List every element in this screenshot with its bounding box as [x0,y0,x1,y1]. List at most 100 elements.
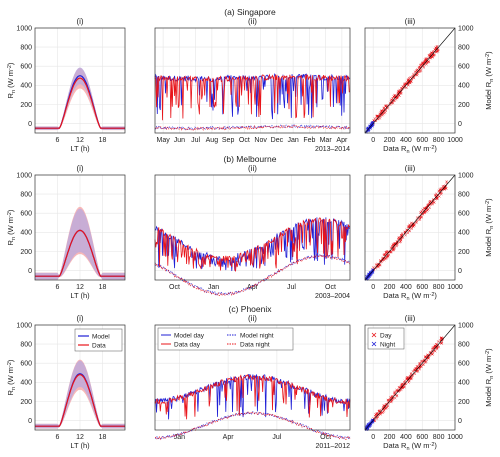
scatter-point [423,355,427,359]
scatter-point [405,80,409,84]
scatter-point [408,229,411,233]
x-tick-label: 200 [384,434,396,441]
y-tick-label: 400 [458,83,470,90]
y-tick-label: 200 [458,102,470,109]
scatter-panel: (iii)0020020040040060060080080010001000D… [364,314,495,452]
scatter-point [435,45,439,49]
label-part: R [6,239,15,245]
scatter-point [403,379,407,383]
y-tick-label: 600 [20,64,32,71]
legend-label: Data night [240,341,270,348]
label-part: Data R [383,291,407,300]
scatter-point [391,243,395,247]
scatter-point [382,404,385,407]
legend-label: Model day [174,332,205,339]
x-tick-label: 0 [371,284,375,291]
y-tick-label: 400 [20,83,32,90]
scatter-point [437,48,440,52]
x-tick-label: 12 [76,284,84,291]
label-part: n [406,149,409,155]
scatter-point [439,192,443,196]
label-part: Model R [484,81,493,110]
panel-label: (i) [76,314,83,323]
scatter-point [394,98,398,101]
label-part: Data R [383,144,407,153]
label-part: (W m [410,144,430,153]
scatter-point [371,418,374,422]
axes-frame [154,174,351,281]
label-part: (W m [6,217,15,237]
label-part: n [489,376,495,379]
x-tick-label: 400 [400,434,412,441]
scatter-point [382,410,385,413]
legend-label: Night [380,341,395,348]
y-tick-label: 600 [458,64,470,71]
model-day-line [154,73,351,120]
x-tick-label: Mar [320,137,333,144]
y-axis-label: Rn (W m-2) [6,209,17,245]
scatter-point [414,221,418,224]
panel-label: (i) [76,164,83,173]
x-axis-label: LT (h) [70,291,90,300]
legend: Model day Data day Model night Data night [157,327,294,351]
x-tick-label: Apr [223,434,235,441]
panel-label: (ii) [248,17,257,26]
scatter-point [440,341,443,345]
x-tick-label: Sep [222,137,235,144]
axes-frame [34,27,126,134]
x-tick-label: 18 [99,137,107,144]
label-part: n [11,387,17,390]
data-night-line [154,411,351,441]
scatter-point [368,422,372,425]
period-label: 2013–2014 [315,146,350,153]
x-tick-label: 200 [384,284,396,291]
data-day-line [154,217,351,272]
x-tick-label: Jul [191,137,200,144]
x-tick-label: Apr [247,284,259,291]
panel-label: (iii) [405,164,416,173]
label-part: n [489,226,495,229]
scatter-point [411,369,415,373]
scatter-point [384,251,388,254]
scatter-point [433,48,436,51]
label-part: Model R [484,378,493,407]
legend: Day Night [367,327,405,350]
scatter-point [431,198,435,201]
scatter-point [426,204,430,207]
scatter-point [378,117,382,120]
y-tick-label: 1000 [458,322,474,329]
scatter-point [416,68,419,71]
scatter-point [398,240,402,244]
axes-frame [34,174,126,281]
label-part: -2 [485,201,491,206]
scatter-point [385,106,389,110]
x-axis-label: LT (h) [70,441,90,450]
scatter-point [426,353,429,357]
scatter-point [379,412,382,416]
data-day-line [154,73,350,121]
x-tick-label: 6 [56,434,60,441]
scatter-point [397,390,401,393]
data-line [35,229,125,277]
y-tick-label: 1000 [16,322,32,329]
scatter-point [428,54,432,58]
x-tick-label: 400 [400,137,412,144]
label-part: n [406,296,409,302]
scatter-point [414,73,417,77]
y-tick-label: 0 [458,418,462,425]
x-tick-label: 18 [99,284,107,291]
scatter-point [400,233,403,237]
legend-box [367,327,405,350]
x-tick-label: 600 [416,284,428,291]
scatter-point [445,180,448,183]
x-tick-label: 200 [384,137,396,144]
y-tick-label: 200 [20,102,32,109]
scatter-point [408,377,412,380]
label-part: ) [434,441,437,450]
scatter-point [400,232,404,235]
diurnal-panel: (i) 0 200 400 600 800 1000 6 12 18 LT (h) Rn (W m-2… [6,314,126,450]
label-part: -2 [430,145,435,151]
y-tick-label: 400 [20,230,32,237]
period-label: 2003–2004 [315,293,350,300]
